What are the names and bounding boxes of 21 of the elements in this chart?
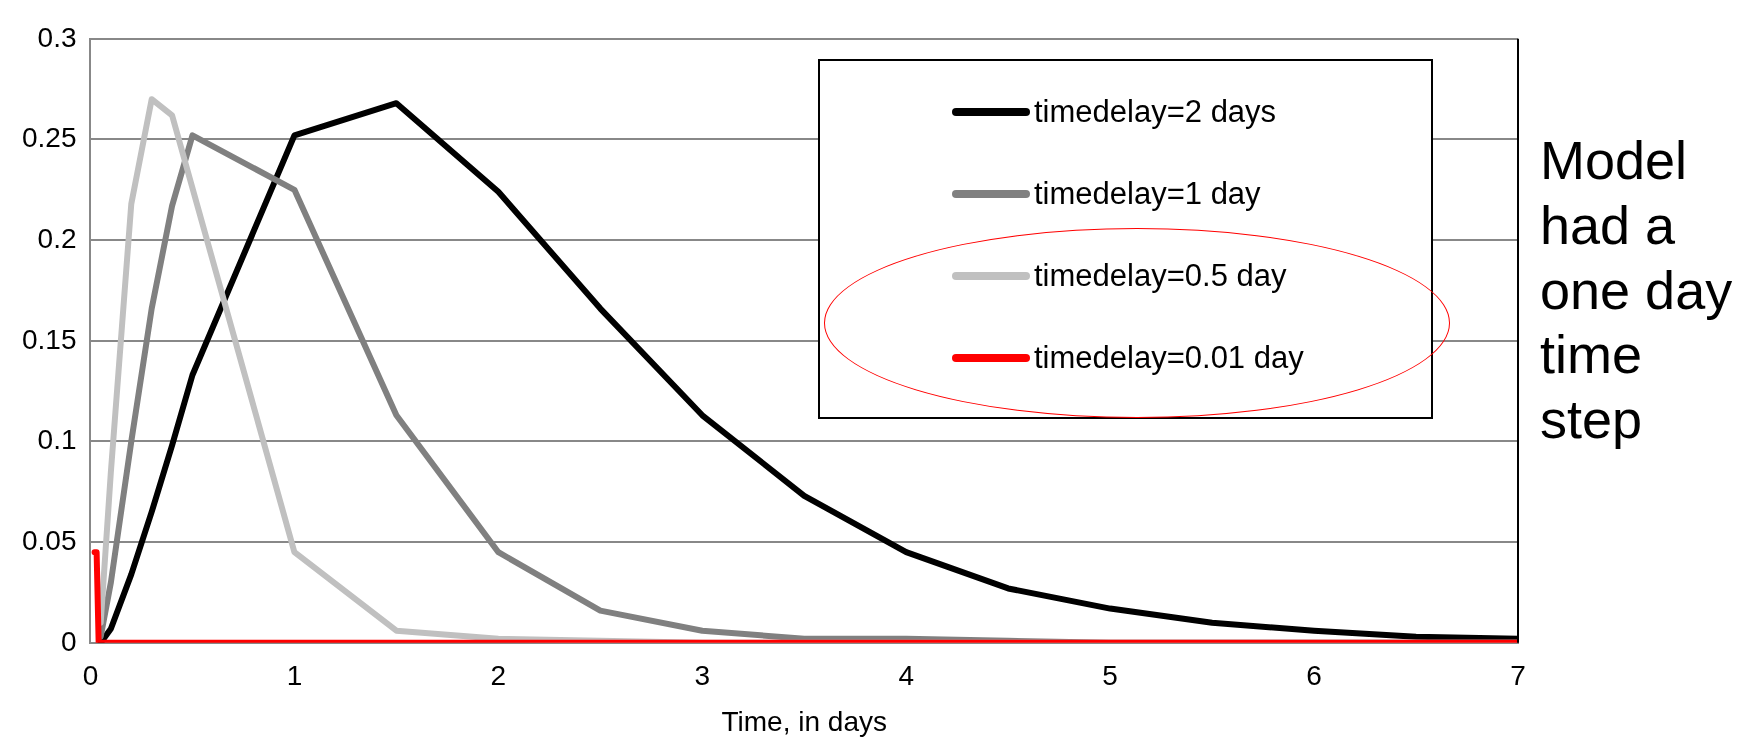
x-tick-label: 2: [490, 660, 507, 692]
text: Model had a one day time step: [1540, 129, 1734, 452]
legend-label: timedelay=0.5 day: [1034, 257, 1287, 294]
y-tick-label: 0.1: [37, 424, 77, 456]
legend-label: timedelay=2 days: [1034, 93, 1277, 130]
y-tick-label: 0.25: [22, 122, 77, 154]
y-tick-label: 0.2: [37, 222, 77, 254]
x-tick-label: 3: [694, 660, 711, 692]
y-tick-label: 0: [60, 625, 77, 657]
x-tick-label: 5: [1102, 660, 1118, 692]
x-axis-title: Time, in days: [721, 705, 887, 737]
legend-label: timedelay=0.01 day: [1034, 339, 1304, 376]
x-tick-label: 0: [82, 660, 99, 692]
x-tick-label: 4: [898, 660, 914, 692]
y-tick-label: 0.3: [37, 21, 77, 53]
x-tick-label: 6: [1306, 660, 1322, 692]
x-tick-label: 7: [1510, 660, 1526, 692]
x-tick-label: 1: [286, 660, 303, 692]
y-tick-label: 0.05: [22, 524, 77, 556]
legend-label: timedelay=1 day: [1034, 175, 1261, 212]
y-tick-label: 0.15: [22, 323, 77, 355]
